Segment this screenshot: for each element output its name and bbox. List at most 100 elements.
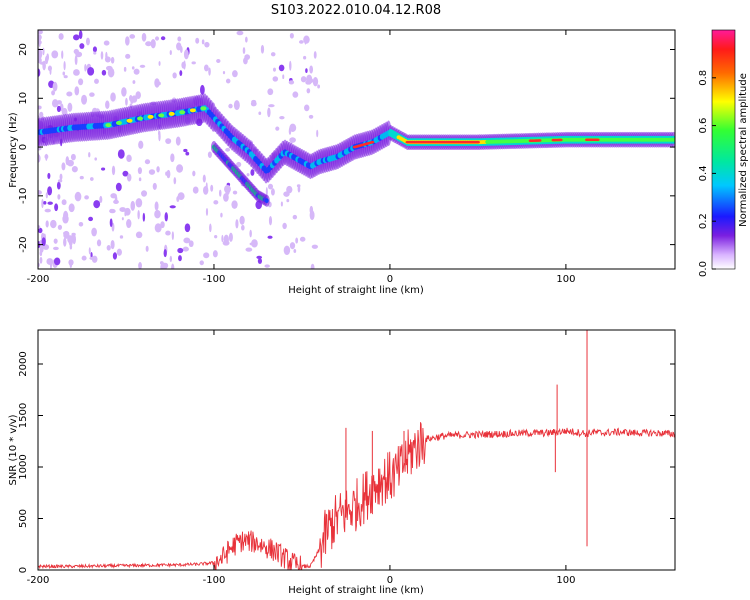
noise-blob <box>183 49 189 60</box>
noise-blob <box>109 218 113 228</box>
noise-blob <box>267 235 273 239</box>
colorbar-tick-label: 0.8 <box>698 70 709 86</box>
noise-blob <box>44 208 51 213</box>
noise-blob <box>188 240 194 248</box>
noise-blob <box>212 250 218 258</box>
spectrogram-marks <box>38 30 675 269</box>
noise-blob <box>250 101 257 107</box>
noise-blob <box>73 34 80 41</box>
noise-blob <box>264 264 270 268</box>
x-tick-label: 100 <box>556 274 575 285</box>
noise-blob <box>236 30 244 36</box>
snr-ylabel: SNR (10 * v/v) <box>8 414 19 485</box>
noise-blob <box>96 239 102 247</box>
noise-blob <box>305 80 312 85</box>
noise-blob <box>79 43 85 49</box>
noise-blob <box>154 78 160 88</box>
noise-blob <box>272 76 279 82</box>
noise-blob <box>223 192 229 202</box>
snr-line <box>38 422 675 570</box>
noise-blob <box>235 219 239 229</box>
noise-blob <box>154 201 159 211</box>
noise-blob <box>165 230 171 236</box>
noise-blob <box>56 105 61 113</box>
noise-blob <box>145 41 152 47</box>
noise-blob <box>47 65 52 72</box>
noise-blob <box>158 131 161 142</box>
noise-blob <box>62 71 66 76</box>
colorbar-tick-label: 0.6 <box>698 118 709 134</box>
noise-blob <box>204 41 210 48</box>
noise-blob <box>39 61 46 65</box>
noise-blob <box>183 148 188 153</box>
noise-blob <box>260 44 265 54</box>
noise-blob <box>115 182 122 192</box>
noise-blob <box>207 151 212 158</box>
y-tick-label: 0 <box>18 567 29 573</box>
noise-blob <box>130 200 136 211</box>
ridge-blob <box>137 116 144 121</box>
noise-blob <box>195 37 200 44</box>
noise-blob <box>316 129 319 138</box>
noise-blob <box>56 181 61 190</box>
noise-blob <box>106 245 111 251</box>
ridge-peak <box>370 140 375 144</box>
noise-blob <box>175 136 181 146</box>
ridge-blob <box>179 110 186 115</box>
noise-blob <box>292 214 298 220</box>
noise-blob <box>125 53 131 59</box>
noise-blob <box>166 169 171 179</box>
noise-blob <box>47 186 53 196</box>
noise-blob <box>91 227 97 237</box>
noise-blob <box>92 46 97 53</box>
noise-blob <box>289 32 294 39</box>
noise-blob <box>119 207 126 212</box>
noise-blob <box>47 172 51 179</box>
branch-core <box>264 198 269 204</box>
noise-blob <box>199 260 204 266</box>
noise-blob <box>265 186 268 197</box>
noise-blob <box>144 159 151 165</box>
ridge-blob <box>168 111 175 116</box>
noise-blob <box>154 209 161 219</box>
noise-blob <box>87 66 95 76</box>
noise-blob <box>286 198 290 203</box>
noise-blob <box>170 153 175 163</box>
noise-blob <box>101 69 107 76</box>
noise-blob <box>228 232 233 242</box>
noise-blob <box>38 190 42 195</box>
ridge-peak <box>595 138 600 142</box>
colorbar: 0.0 0.2 0.4 0.6 0.8 Normalized spectral ampl… <box>698 29 749 277</box>
y-tick-label: 10 <box>18 92 29 105</box>
noise-blob <box>192 170 196 177</box>
noise-blob <box>70 153 76 161</box>
noise-blob <box>231 200 238 209</box>
noise-blob <box>137 210 140 220</box>
noise-blob <box>51 90 55 96</box>
noise-blob <box>311 244 319 249</box>
noise-blob <box>112 252 118 260</box>
noise-blob <box>158 61 161 66</box>
noise-blob <box>38 40 42 45</box>
noise-blob <box>110 56 115 64</box>
colorbar-label: Normalized spectral amplitude <box>738 73 749 227</box>
noise-blob <box>68 259 74 266</box>
noise-blob <box>137 167 142 175</box>
noise-blob <box>94 78 99 84</box>
noise-blob <box>53 238 58 244</box>
noise-blob <box>183 237 191 244</box>
noise-blob <box>306 88 311 94</box>
noise-blob <box>73 69 80 76</box>
noise-blob <box>270 52 276 57</box>
noise-blob <box>184 223 191 233</box>
noise-blob <box>84 195 89 200</box>
noise-blob <box>129 34 136 39</box>
spectrogram-xlabel: Height of straight line (km) <box>288 285 424 296</box>
noise-blob <box>152 182 157 190</box>
noise-blob <box>132 80 136 84</box>
noise-blob <box>81 255 87 261</box>
noise-blob <box>125 97 128 106</box>
x-tick-label: 0 <box>387 274 393 285</box>
